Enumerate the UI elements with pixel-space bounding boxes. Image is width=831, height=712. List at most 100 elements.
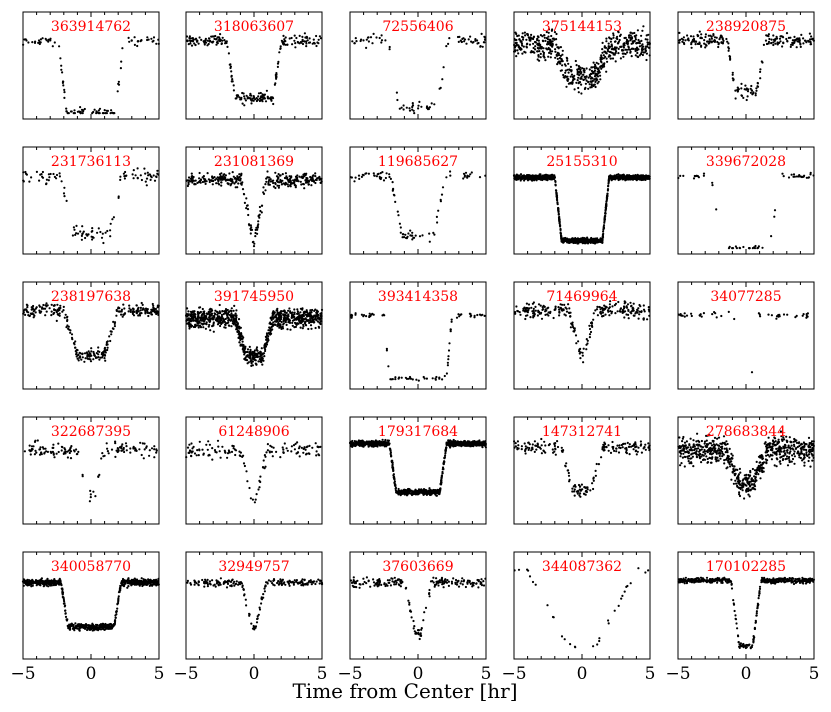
data-point bbox=[463, 38, 467, 41]
panel-label: 375144153 bbox=[542, 19, 622, 35]
data-point bbox=[377, 172, 380, 175]
data-point bbox=[308, 313, 311, 316]
data-point bbox=[694, 43, 697, 46]
data-point bbox=[218, 310, 221, 313]
data-point bbox=[284, 172, 287, 175]
data-point bbox=[202, 177, 205, 180]
data-point bbox=[204, 37, 207, 41]
data-point bbox=[549, 50, 552, 53]
data-point bbox=[280, 320, 283, 324]
data-point bbox=[193, 315, 196, 318]
data-point bbox=[207, 178, 210, 181]
data-point bbox=[631, 40, 634, 43]
data-point bbox=[420, 105, 423, 108]
data-point bbox=[577, 239, 580, 242]
data-point bbox=[565, 56, 568, 59]
data-point bbox=[131, 307, 134, 310]
data-point bbox=[530, 50, 533, 53]
data-point bbox=[312, 179, 315, 182]
data-point bbox=[520, 48, 523, 51]
data-point bbox=[209, 308, 212, 311]
data-point bbox=[209, 310, 212, 314]
data-point bbox=[740, 94, 743, 97]
data-point bbox=[366, 36, 370, 39]
data-point bbox=[773, 215, 776, 218]
data-point bbox=[38, 305, 42, 308]
data-point bbox=[778, 41, 781, 45]
data-point bbox=[128, 307, 131, 310]
data-point bbox=[262, 186, 265, 189]
data-point bbox=[580, 237, 583, 241]
data-point bbox=[136, 310, 139, 313]
data-point bbox=[67, 327, 70, 330]
data-point bbox=[274, 73, 277, 77]
data-point bbox=[518, 38, 521, 41]
data-point bbox=[291, 313, 295, 317]
data-point bbox=[559, 228, 562, 231]
data-point bbox=[600, 237, 604, 240]
data-point bbox=[88, 355, 91, 358]
data-point bbox=[249, 92, 252, 95]
data-point bbox=[223, 173, 226, 176]
data-point bbox=[607, 182, 610, 185]
data-point bbox=[109, 112, 112, 115]
data-point bbox=[560, 69, 564, 72]
data-point bbox=[241, 335, 244, 338]
data-point bbox=[218, 183, 221, 186]
data-point bbox=[63, 195, 66, 198]
data-point bbox=[252, 95, 255, 98]
data-point bbox=[401, 236, 404, 239]
data-point bbox=[65, 107, 68, 110]
data-point bbox=[749, 87, 752, 90]
data-point bbox=[551, 37, 554, 40]
data-point bbox=[25, 173, 28, 176]
data-point bbox=[435, 215, 438, 218]
data-point bbox=[208, 323, 211, 326]
data-point bbox=[519, 40, 522, 43]
data-point bbox=[529, 36, 532, 39]
data-point bbox=[682, 174, 685, 177]
data-point bbox=[428, 240, 431, 243]
data-point bbox=[315, 34, 318, 38]
data-point bbox=[225, 309, 228, 312]
data-point bbox=[22, 311, 25, 314]
data-point bbox=[556, 51, 559, 55]
data-point bbox=[727, 49, 730, 52]
data-point bbox=[311, 175, 314, 178]
data-point bbox=[157, 173, 160, 176]
data-point bbox=[549, 176, 553, 179]
data-point bbox=[62, 192, 66, 195]
data-point bbox=[117, 307, 120, 310]
data-point bbox=[779, 35, 782, 38]
data-point bbox=[690, 46, 693, 49]
data-point bbox=[408, 109, 412, 112]
data-point bbox=[242, 344, 245, 347]
data-point bbox=[26, 306, 29, 309]
data-point bbox=[571, 239, 574, 242]
data-point bbox=[273, 316, 276, 319]
data-point bbox=[547, 176, 550, 179]
data-point bbox=[104, 351, 107, 354]
data-point bbox=[73, 112, 76, 115]
data-point bbox=[536, 176, 539, 179]
data-point bbox=[320, 313, 323, 316]
data-point bbox=[582, 78, 585, 81]
data-point bbox=[593, 75, 597, 78]
data-point bbox=[394, 378, 397, 381]
data-point bbox=[458, 35, 461, 39]
data-point bbox=[563, 76, 566, 79]
data-point bbox=[411, 102, 414, 105]
data-point bbox=[765, 34, 768, 37]
data-point bbox=[34, 311, 37, 314]
data-point bbox=[146, 36, 149, 39]
data-point bbox=[727, 247, 731, 250]
data-point bbox=[63, 96, 66, 99]
data-point bbox=[380, 34, 383, 37]
data-point bbox=[47, 179, 50, 182]
data-point bbox=[272, 179, 275, 182]
data-point bbox=[136, 40, 139, 43]
data-point bbox=[260, 204, 264, 207]
data-point bbox=[523, 31, 527, 34]
data-point bbox=[539, 173, 542, 176]
data-point bbox=[605, 52, 608, 55]
